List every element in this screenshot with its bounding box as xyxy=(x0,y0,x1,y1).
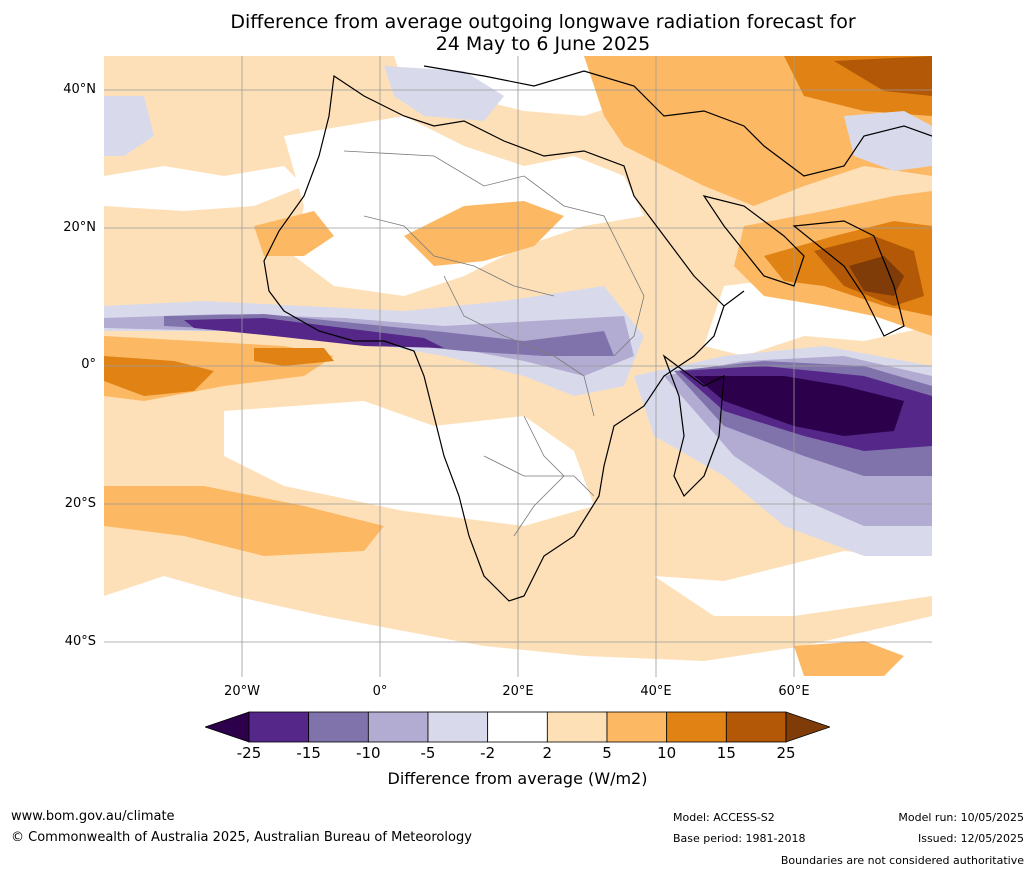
orange-positive-anomalies xyxy=(104,56,932,676)
colorbar-tick-label: -15 xyxy=(296,744,321,762)
colorbar-segment xyxy=(546,711,608,743)
base-period: Base period: 1981-2018 xyxy=(673,832,806,845)
lon-label-40e: 40°E xyxy=(640,684,672,699)
colorbar-segment xyxy=(248,711,310,743)
colorbar-segment xyxy=(606,711,668,743)
colorbar-tick-label: -5 xyxy=(420,744,436,762)
boundaries-disclaimer: Boundaries are not considered authoritat… xyxy=(780,854,1024,867)
lon-label-0: 0° xyxy=(372,684,388,699)
coastlines xyxy=(263,65,932,602)
colorbar-tick-label: 10 xyxy=(657,744,677,762)
lon-label-60e: 60°E xyxy=(778,684,810,699)
country-borders xyxy=(343,150,645,537)
lat-label-20n: 20°N xyxy=(63,220,96,235)
website-link[interactable]: www.bom.gov.au/climate xyxy=(11,809,175,824)
colorbar-tick-label: 15 xyxy=(716,744,736,762)
colorbar-segment xyxy=(367,711,429,743)
colorbar-tick-label: 2 xyxy=(542,744,553,762)
lat-label-40s: 40°S xyxy=(64,634,96,649)
map-title-line-1: Difference from average outgoing longwav… xyxy=(230,11,856,33)
colorbar-tick-label: 5 xyxy=(602,744,612,762)
graticule xyxy=(104,56,932,677)
olr-anomaly-map xyxy=(104,56,932,677)
map-canvas xyxy=(104,56,932,677)
colorbar-tick-label: 25 xyxy=(776,744,796,762)
colorbar-extend-low xyxy=(205,711,250,743)
colorbar-label: Difference from average (W/m2) xyxy=(387,769,648,788)
issued-date: Issued: 12/05/2025 xyxy=(917,832,1024,845)
colorbar xyxy=(205,711,830,743)
colorbar-tick-label: -2 xyxy=(480,744,496,762)
model-run-date: Model run: 10/05/2025 xyxy=(898,811,1024,824)
model-name: Model: ACCESS-S2 xyxy=(673,811,775,824)
lat-label-0: 0° xyxy=(81,357,96,372)
colorbar-segment xyxy=(427,711,489,743)
colorbar-segment xyxy=(666,711,727,743)
colorbar-segment xyxy=(725,711,787,743)
lon-label-20w: 20°W xyxy=(224,684,260,699)
lat-label-40n: 40°N xyxy=(63,82,96,97)
colorbar-segment xyxy=(308,711,369,743)
colorbar-extend-high xyxy=(785,711,830,743)
purple-negative-anomalies xyxy=(104,66,932,556)
map-title-line-2: 24 May to 6 June 2025 xyxy=(435,33,651,55)
colorbar-tick-label: -10 xyxy=(356,744,381,762)
lat-label-20s: 20°S xyxy=(64,496,96,511)
colorbar-segment xyxy=(487,711,548,743)
colorbar-tick-label: -25 xyxy=(236,744,262,762)
copyright-text: © Commonwealth of Australia 2025, Austra… xyxy=(11,830,472,845)
lon-label-20e: 20°E xyxy=(502,684,534,699)
